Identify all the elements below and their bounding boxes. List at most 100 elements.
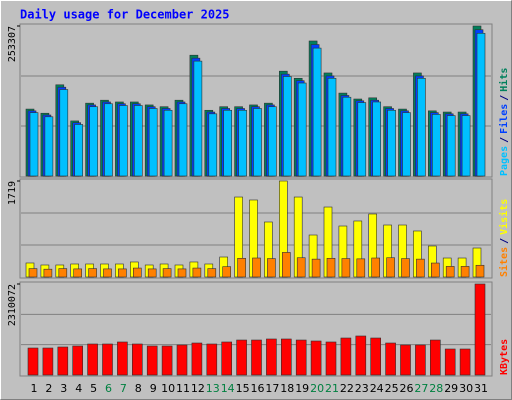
bar [387, 109, 396, 177]
bar [191, 342, 203, 376]
x-tick-label: 11 [176, 382, 190, 395]
bar [178, 103, 188, 177]
bar [295, 339, 307, 376]
x-tick-label: 17 [265, 382, 279, 395]
bar [28, 268, 38, 278]
bar [342, 96, 352, 177]
x-tick-label: 13 [206, 382, 220, 395]
bar [296, 257, 306, 278]
bar [280, 338, 292, 376]
legend-entry: Hits [498, 68, 510, 92]
bar [161, 345, 173, 376]
bar [59, 89, 69, 177]
bar [341, 258, 351, 278]
bar [73, 268, 82, 278]
bar [446, 115, 456, 177]
x-tick-label: 3 [60, 382, 67, 395]
bar [132, 343, 143, 376]
x-tick-label: 10 [161, 382, 175, 395]
bar [147, 268, 157, 278]
chart-title: Daily usage for December 2025 [20, 8, 230, 22]
bar [193, 60, 203, 177]
bar [372, 101, 382, 177]
x-tick-label: 12 [191, 382, 205, 395]
bar [176, 344, 188, 376]
bar [282, 76, 292, 177]
bar [416, 258, 425, 278]
bar [148, 108, 158, 177]
legend-entry: Files [498, 104, 510, 134]
legend-separator: / [499, 95, 510, 101]
x-tick-label: 9 [150, 382, 157, 395]
y-tick-label: 1719 [7, 181, 18, 205]
x-tick-label: 24 [370, 382, 384, 395]
legend: Pages / Files / Hits [498, 68, 510, 176]
bar [146, 345, 158, 376]
bar [402, 112, 411, 177]
legend: Sites / Visits [498, 199, 510, 277]
x-tick-label: 19 [295, 382, 309, 395]
bar [119, 105, 128, 177]
bar [253, 108, 262, 177]
x-tick-label: 22 [340, 382, 354, 395]
bar [72, 345, 83, 376]
x-tick-label: 4 [75, 382, 82, 395]
x-tick-label: 20 [310, 382, 324, 395]
bar [237, 257, 246, 278]
bar [222, 266, 231, 278]
bar [208, 113, 218, 177]
x-tick-label: 1 [31, 382, 38, 395]
bar [163, 109, 173, 177]
bar [400, 344, 411, 376]
bar [87, 343, 98, 376]
x-tick-label: 26 [400, 382, 414, 395]
bar [460, 266, 470, 278]
y-tick-label: 2310072 [7, 284, 18, 326]
bar [325, 341, 337, 376]
bar [476, 32, 486, 177]
bar [461, 115, 471, 177]
legend-entry: KBytes [499, 339, 510, 375]
x-tick-label: 7 [120, 382, 127, 395]
legend-entry: Pages [499, 146, 510, 176]
bar [326, 257, 336, 278]
bar [474, 283, 486, 376]
bar [444, 348, 456, 376]
bar [340, 337, 352, 376]
bar [103, 268, 112, 278]
bar [104, 103, 113, 177]
bar [251, 339, 262, 376]
bar [118, 268, 127, 278]
legend-entry: Visits [498, 199, 510, 235]
bar [207, 268, 217, 278]
bar [252, 257, 261, 278]
bar [327, 77, 337, 177]
bar [133, 267, 142, 278]
bar [281, 252, 291, 278]
x-tick-label: 30 [459, 382, 473, 395]
x-tick-label: 21 [325, 382, 339, 395]
bar [370, 337, 382, 376]
bar [134, 105, 143, 177]
bar [310, 340, 322, 376]
bar [74, 124, 83, 177]
bar [297, 82, 307, 177]
bar [238, 109, 247, 177]
bar [267, 258, 276, 278]
bar [117, 341, 128, 376]
x-tick-label: 15 [236, 382, 250, 395]
x-tick-label: 27 [414, 382, 428, 395]
bar [311, 258, 321, 278]
bar [415, 344, 426, 376]
legend-separator: / [499, 137, 510, 143]
x-tick-label: 2 [45, 382, 52, 395]
bar [221, 341, 232, 376]
bar [43, 268, 53, 278]
y-tick-label: 253307 [7, 26, 18, 62]
bar [371, 257, 381, 278]
x-tick-label: 6 [105, 382, 112, 395]
x-tick-label: 29 [444, 382, 458, 395]
